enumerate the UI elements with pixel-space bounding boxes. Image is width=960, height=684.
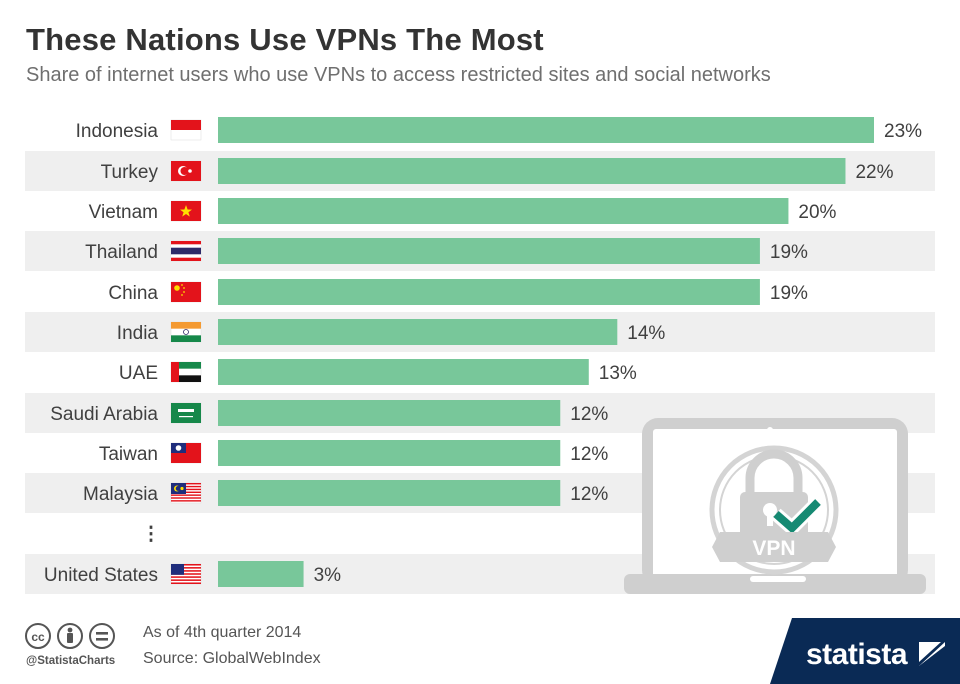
flag-icon (170, 240, 202, 262)
source-note: Source: GlobalWebIndex (143, 650, 321, 667)
category-label: Thailand (85, 242, 158, 263)
bar (218, 440, 561, 466)
chart-subtitle: Share of internet users who use VPNs to … (26, 64, 771, 86)
flag-icon (170, 402, 202, 424)
category-label: India (117, 323, 159, 344)
attribution-icon (57, 623, 83, 649)
svg-text:cc: cc (31, 630, 45, 644)
category-label: Saudi Arabia (50, 404, 158, 425)
bar (218, 158, 846, 184)
value-label: 23% (884, 121, 922, 142)
value-label: 14% (627, 323, 665, 344)
category-label: UAE (119, 363, 158, 384)
category-label: Malaysia (83, 484, 158, 505)
flag-icon (170, 281, 202, 303)
bar (218, 400, 561, 426)
flag-icon (170, 160, 202, 182)
flag-icon (170, 321, 202, 343)
category-label: Taiwan (99, 444, 158, 465)
statista-handle: @StatistaCharts (26, 655, 116, 667)
statista-logo-background (770, 618, 960, 684)
category-label: Turkey (101, 162, 159, 183)
cc-icon: cc (25, 623, 51, 649)
flag-icon (170, 482, 202, 504)
value-label: 19% (770, 283, 808, 304)
flag-icon (170, 361, 202, 383)
value-label: 19% (770, 242, 808, 263)
flag-icon (170, 563, 202, 585)
statista-logo[interactable]: statista (806, 638, 945, 672)
creative-commons-icons: cc (25, 623, 115, 649)
category-label: Vietnam (89, 202, 158, 223)
bar (218, 359, 589, 385)
category-label: China (108, 283, 158, 304)
bar (218, 198, 789, 224)
value-label: 12% (570, 404, 608, 425)
bar (218, 319, 618, 345)
value-label: 12% (570, 444, 608, 465)
gap-marker: ⋮ (142, 524, 161, 545)
footnote: As of 4th quarter 2014 (143, 624, 302, 641)
bar (218, 238, 760, 264)
laptop-padlock-icon: VPN (624, 418, 926, 594)
statista-logo-mark-icon (918, 642, 945, 666)
category-label: United States (44, 565, 158, 586)
bar-chart: Indonesia Turkey Vietnam Thailand China India… (25, 117, 935, 594)
value-label: 3% (314, 565, 342, 586)
bar (218, 561, 304, 587)
value-label: 12% (570, 484, 608, 505)
flag-icon (170, 200, 202, 222)
chart-title: These Nations Use VPNs The Most (26, 22, 544, 57)
no-derivatives-icon (89, 623, 115, 649)
vpn-badge-text: VPN (752, 537, 795, 560)
value-label: 20% (798, 202, 836, 223)
bar (218, 480, 561, 506)
bar (218, 279, 760, 305)
flag-icon (170, 442, 202, 464)
bar (218, 117, 874, 143)
flag-icon (170, 119, 202, 141)
value-label: 13% (599, 363, 637, 384)
value-label: 22% (855, 162, 893, 183)
category-label: Indonesia (76, 121, 159, 142)
statista-logo-text: statista (806, 638, 908, 671)
